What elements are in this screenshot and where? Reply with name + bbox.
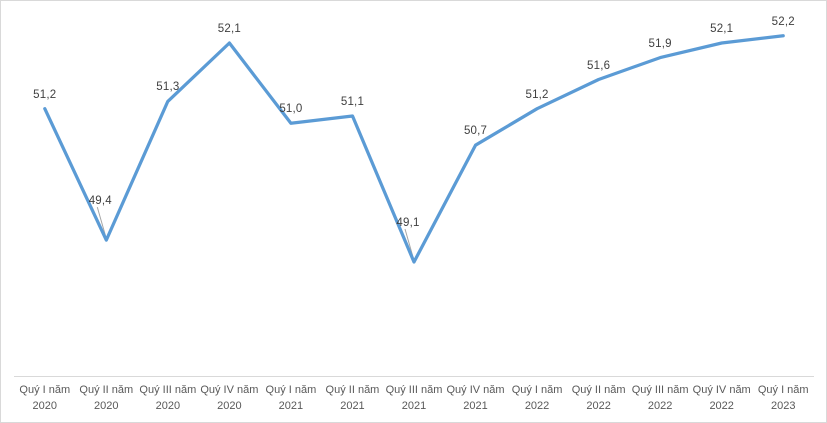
series-line bbox=[43, 34, 785, 264]
x-axis-tick-label: Quý IV năm 2022 bbox=[689, 382, 755, 414]
x-axis-tick-label: Quý III năm 2022 bbox=[627, 382, 693, 414]
tick-quarter-text: Quý I năm bbox=[19, 384, 71, 396]
tick-year-text: 2021 bbox=[340, 400, 365, 412]
data-label-leader-line bbox=[96, 206, 106, 236]
x-axis-tick-label: Quý I năm 2023 bbox=[750, 382, 816, 414]
tick-quarter-text: Quý II năm bbox=[325, 384, 380, 396]
data-label: 52,2 bbox=[771, 15, 795, 28]
tick-quarter-text: Quý III năm bbox=[631, 384, 689, 396]
tick-year-text: 2022 bbox=[647, 400, 673, 412]
data-label: 51,3 bbox=[156, 81, 180, 94]
tick-quarter-text: Quý IV năm bbox=[446, 384, 505, 396]
tick-year-text: 2020 bbox=[32, 400, 57, 412]
tick-quarter-text: Quý I năm bbox=[757, 384, 809, 396]
data-label: 51,1 bbox=[340, 96, 365, 108]
x-axis-tick-label: Quý II năm 2021 bbox=[319, 382, 385, 414]
tick-quarter-text: Quý I năm bbox=[265, 384, 317, 396]
tick-quarter-text: Quý I năm bbox=[511, 384, 563, 396]
tick-quarter-text: Quý II năm bbox=[571, 384, 626, 396]
x-axis-tick-label: Quý I năm 2022 bbox=[504, 382, 570, 414]
x-axis-tick-label: Quý III năm 2021 bbox=[381, 382, 447, 414]
tick-quarter-text: Quý III năm bbox=[385, 384, 443, 396]
data-label: 51,6 bbox=[587, 59, 611, 72]
x-axis-tick-label: Quý III năm 2020 bbox=[135, 382, 201, 414]
tick-year-text: 2020 bbox=[217, 400, 242, 412]
tick-year-text: 2022 bbox=[709, 400, 734, 412]
data-label: 51,2 bbox=[525, 88, 549, 101]
tick-year-text: 2022 bbox=[586, 400, 611, 412]
x-axis-tick-label: Quý I năm 2020 bbox=[12, 382, 78, 414]
tick-quarter-text: Quý III năm bbox=[139, 384, 197, 396]
data-label: 51,9 bbox=[648, 37, 672, 50]
data-label: 52,1 bbox=[217, 23, 241, 35]
x-axis-tick-label: Quý IV năm 2020 bbox=[196, 382, 262, 414]
x-axis-tick-label: Quý IV năm 2021 bbox=[443, 382, 509, 414]
tick-year-text: 2021 bbox=[278, 400, 304, 412]
data-label: 51,2 bbox=[33, 88, 57, 101]
data-label: 51,0 bbox=[279, 103, 303, 116]
tick-year-text: 2020 bbox=[155, 400, 181, 412]
tick-year-text: 2020 bbox=[94, 400, 119, 412]
data-label: 49,4 bbox=[88, 195, 112, 208]
tick-quarter-text: Quý IV năm bbox=[200, 384, 259, 396]
tick-year-text: 2021 bbox=[401, 400, 427, 412]
data-label: 50,7 bbox=[463, 125, 488, 138]
x-axis-tick-label: Quý II năm 2022 bbox=[566, 382, 632, 414]
tick-year-text: 2023 bbox=[770, 400, 796, 412]
x-axis-tick-label: Quý I năm 2021 bbox=[258, 382, 324, 414]
tick-quarter-text: Quý IV năm bbox=[692, 384, 751, 396]
tick-year-text: 2022 bbox=[524, 400, 550, 412]
tick-quarter-text: Quý II năm bbox=[79, 384, 134, 396]
data-label: 52,1 bbox=[710, 23, 734, 35]
data-label: 49,1 bbox=[396, 217, 420, 229]
tick-year-text: 2021 bbox=[463, 400, 488, 412]
x-axis-tick-label: Quý II năm 2020 bbox=[73, 382, 139, 414]
